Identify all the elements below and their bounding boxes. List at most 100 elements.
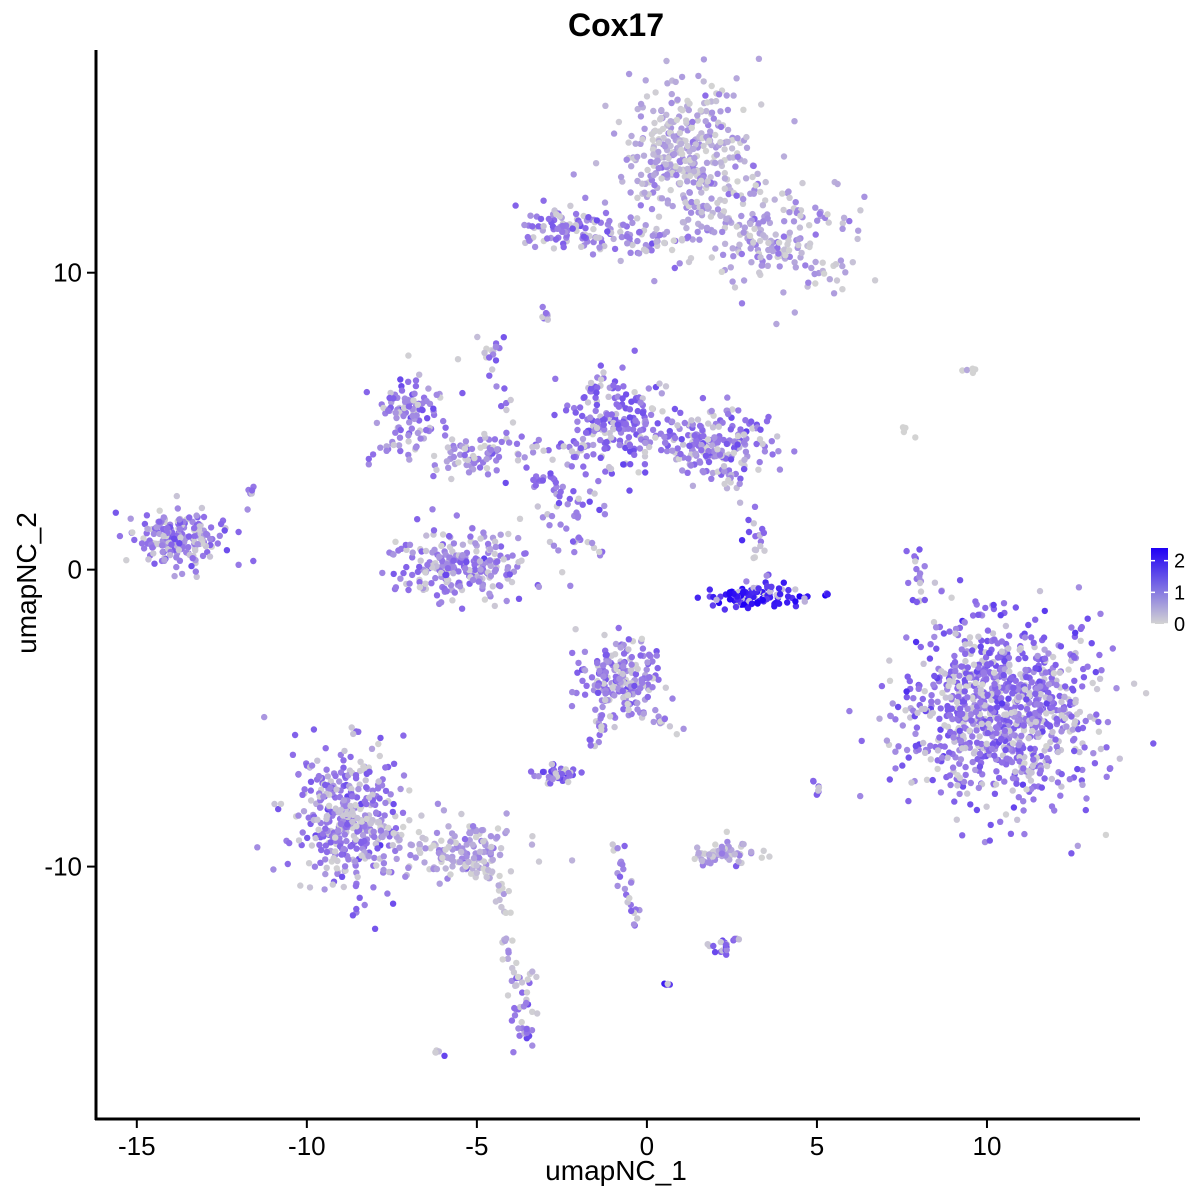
cell-point [438,599,445,606]
cell-point [837,257,845,264]
cell-point [314,816,321,823]
cell-point [699,394,707,402]
cell-point [380,404,387,412]
cell-point [610,382,617,389]
cell-point [430,527,438,534]
cell-point [846,217,853,225]
cell-point [582,194,589,201]
cell-point [314,757,321,764]
x-tick-label: 10 [973,1131,1002,1161]
cell-point [465,858,472,866]
cell-point [737,475,744,482]
cell-point [341,747,348,755]
cell-point [659,408,666,415]
cell-point [969,365,976,372]
cell-point [1095,718,1102,726]
cell-point [416,840,423,848]
cell-point [931,579,939,586]
cell-point [315,772,323,780]
cell-point [661,239,668,246]
cell-point [648,247,655,254]
cell-point [535,583,543,590]
cell-point [306,884,314,891]
cell-point [899,762,906,769]
cell-point [759,596,766,604]
cell-point [151,560,158,567]
cell-point [244,506,251,513]
cell-point [680,725,687,732]
cell-point [729,406,736,413]
cell-point [834,180,841,188]
cell-point [631,347,638,354]
cell-point [753,440,760,448]
cell-point [713,151,720,158]
cell-point [352,801,359,809]
cell-point [405,378,412,385]
cell-point [1027,745,1034,752]
cell-point [325,802,333,809]
cell-point [439,854,446,861]
cell-point [575,495,582,502]
cell-point [745,528,753,536]
cell-point [444,565,452,572]
cell-point [757,254,764,261]
cell-point [712,159,719,167]
cell-point [634,153,641,161]
cell-point [640,152,648,159]
cell-point [945,682,952,689]
cell-point [1006,661,1013,668]
cell-point [647,411,655,418]
cell-point [775,585,783,592]
cell-point [540,223,547,230]
cell-point [1025,735,1032,742]
cell-point [347,802,354,810]
cell-point [905,754,912,761]
cell-point [686,172,694,180]
cell-point [1071,735,1078,743]
cell-point [569,688,576,696]
cell-point [691,432,698,439]
cell-point [164,524,171,532]
cell-point [406,541,414,548]
cell-point [689,482,697,489]
cell-point [742,417,749,424]
cell-point [705,447,712,455]
cell-point [484,471,492,478]
cell-point [432,1049,439,1056]
cell-point [994,640,1001,647]
cell-point [355,785,362,793]
cell-point [590,544,598,551]
cell-point [570,488,577,495]
cell-point [506,571,513,578]
cell-point [650,718,657,726]
cell-point [579,677,586,684]
cell-point [690,145,697,153]
cell-point [393,855,400,863]
cell-point [352,836,360,843]
cell-point [400,404,408,412]
cell-point [406,580,413,587]
cell-point [629,219,636,227]
cell-point [708,82,715,90]
cell-point [645,385,652,392]
cell-point [475,854,483,861]
cell-point [1036,587,1044,595]
cell-point [724,138,731,146]
cell-point [757,426,764,433]
cell-point [510,1049,517,1056]
cell-point [392,409,399,416]
cell-point [855,227,862,234]
cell-point [939,689,946,697]
cell-point [721,240,729,247]
cell-point [286,839,293,847]
cell-point [628,163,635,170]
cell-point [430,842,437,849]
cell-point [353,794,361,801]
cell-point [857,207,864,214]
cell-point [710,942,717,950]
cell-point [614,385,622,392]
cell-point [724,394,731,401]
cell-point [380,853,387,860]
cell-point [1072,629,1079,636]
cell-point [587,414,594,421]
